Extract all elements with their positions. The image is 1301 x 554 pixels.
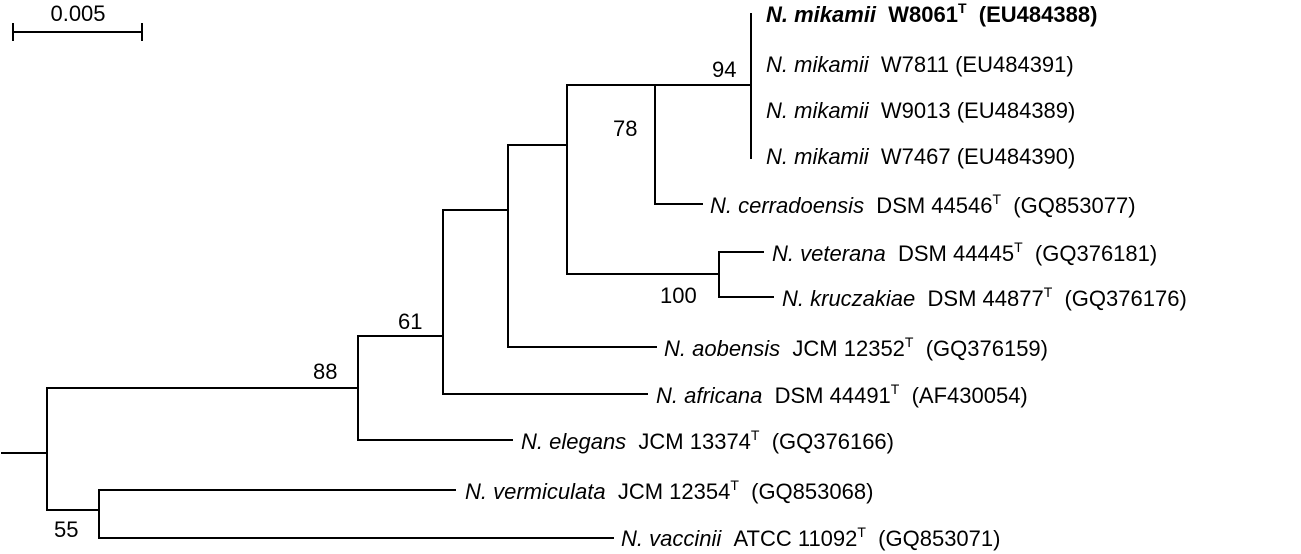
taxon-genus: N. aobensis bbox=[664, 336, 780, 361]
taxon-label: N. elegans JCM 13374T (GQ376166) bbox=[521, 427, 894, 454]
taxon-label: N. aobensis JCM 12352T (GQ376159) bbox=[664, 334, 1048, 361]
taxon-label: N. cerradoensis DSM 44546T (GQ853077) bbox=[710, 191, 1136, 218]
scale-bar: 0.005 bbox=[12, 1, 143, 41]
taxon-genus: N. vermiculata bbox=[465, 479, 606, 504]
type-strain-marker: T bbox=[905, 334, 914, 350]
bootstrap-88: 88 bbox=[313, 359, 337, 384]
bootstrap-78: 78 bbox=[613, 116, 637, 141]
type-strain-marker: T bbox=[1044, 284, 1053, 300]
type-strain-marker: T bbox=[992, 191, 1001, 207]
type-strain-marker: T bbox=[1014, 239, 1023, 255]
taxon-label: N. mikamii W7467 (EU484390) bbox=[766, 144, 1075, 169]
taxon-strain: JCM 12354 bbox=[606, 479, 731, 504]
bootstrap-94: 94 bbox=[712, 57, 736, 82]
taxon-strain: DSM 44877 bbox=[915, 286, 1043, 311]
bootstrap-100: 100 bbox=[660, 283, 697, 308]
taxon-accession: (EU484388) bbox=[967, 2, 1098, 27]
taxon-strain: JCM 12352 bbox=[780, 336, 905, 361]
taxon-genus: N. elegans bbox=[521, 429, 626, 454]
taxon-strain: DSM 44546 bbox=[864, 193, 992, 218]
bootstrap-61: 61 bbox=[398, 309, 422, 334]
taxon-genus: N. vaccinii bbox=[621, 526, 722, 551]
taxon-accession: (GQ376159) bbox=[913, 336, 1048, 361]
taxon-genus: N. africana bbox=[656, 383, 762, 408]
taxon-strain: W7467 bbox=[869, 144, 951, 169]
taxon-accession: (GQ853077) bbox=[1001, 193, 1136, 218]
taxon-label: N. vermiculata JCM 12354T (GQ853068) bbox=[465, 477, 873, 504]
taxon-strain: DSM 44445 bbox=[886, 241, 1014, 266]
type-strain-marker: T bbox=[857, 524, 866, 540]
taxon-label: N. mikamii W8061T (EU484388) bbox=[766, 0, 1097, 27]
type-strain-marker: T bbox=[958, 0, 967, 16]
taxon-strain: W9013 bbox=[869, 98, 951, 123]
taxon-strain: JCM 13374 bbox=[626, 429, 751, 454]
taxon-accession: (GQ853068) bbox=[739, 479, 874, 504]
taxon-label: N. africana DSM 44491T (AF430054) bbox=[656, 381, 1028, 408]
type-strain-marker: T bbox=[891, 381, 900, 397]
scale-bar-label: 0.005 bbox=[50, 1, 105, 26]
taxon-labels: N. mikamii W8061T (EU484388) N. mikamii … bbox=[465, 0, 1187, 551]
taxon-accession: (EU484391) bbox=[949, 52, 1074, 77]
taxon-accession: (EU484390) bbox=[951, 144, 1076, 169]
taxon-accession: (GQ853071) bbox=[866, 526, 1001, 551]
bootstrap-55: 55 bbox=[54, 517, 78, 542]
taxon-genus: N. mikamii bbox=[766, 98, 870, 123]
taxon-genus: N. mikamii bbox=[766, 144, 870, 169]
taxon-accession: (GQ376176) bbox=[1052, 286, 1187, 311]
taxon-label: N. kruczakiae DSM 44877T (GQ376176) bbox=[782, 284, 1187, 311]
taxon-accession: (GQ376166) bbox=[759, 429, 894, 454]
tree-branches bbox=[1, 13, 774, 539]
taxon-strain: W7811 bbox=[869, 52, 949, 77]
type-strain-marker: T bbox=[751, 427, 760, 443]
taxon-accession: (AF430054) bbox=[899, 383, 1027, 408]
taxon-strain: ATCC 11092 bbox=[721, 526, 857, 551]
type-strain-marker: T bbox=[730, 477, 739, 493]
taxon-label: N. vaccinii ATCC 11092T (GQ853071) bbox=[621, 524, 1000, 551]
taxon-genus: N. cerradoensis bbox=[710, 193, 864, 218]
taxon-accession: (GQ376181) bbox=[1023, 241, 1158, 266]
taxon-label: N. veterana DSM 44445T (GQ376181) bbox=[772, 239, 1157, 266]
taxon-genus: N. kruczakiae bbox=[782, 286, 915, 311]
taxon-genus: N. veterana bbox=[772, 241, 886, 266]
taxon-label: N. mikamii W7811 (EU484391) bbox=[766, 52, 1074, 77]
taxon-strain: W8061 bbox=[876, 2, 958, 27]
taxon-label: N. mikamii W9013 (EU484389) bbox=[766, 98, 1075, 123]
taxon-strain: DSM 44491 bbox=[762, 383, 890, 408]
taxon-accession: (EU484389) bbox=[951, 98, 1076, 123]
bootstrap-values: 94 78 100 61 88 55 bbox=[54, 57, 736, 542]
taxon-genus: N. mikamii bbox=[766, 52, 870, 77]
taxon-genus: N. mikamii bbox=[766, 2, 877, 27]
